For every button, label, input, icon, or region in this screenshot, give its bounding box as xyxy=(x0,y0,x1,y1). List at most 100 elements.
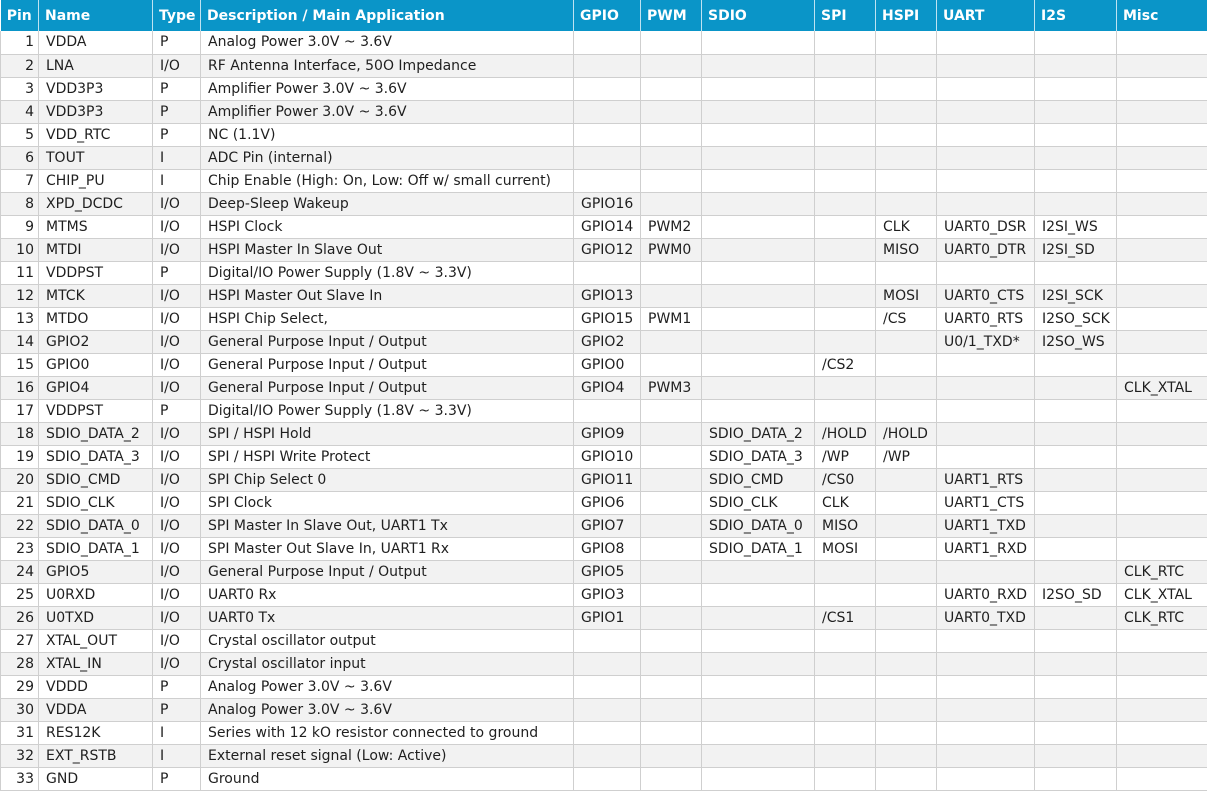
cell-type: I/O xyxy=(153,491,201,514)
cell-type: I/O xyxy=(153,445,201,468)
cell-description: SPI Chip Select 0 xyxy=(201,468,574,491)
header-name: Name xyxy=(39,0,153,31)
cell-name: SDIO_DATA_3 xyxy=(39,445,153,468)
cell-misc xyxy=(1117,77,1207,100)
cell-description: Deep-Sleep Wakeup xyxy=(201,192,574,215)
cell-misc xyxy=(1117,284,1207,307)
cell-sdio xyxy=(702,330,815,353)
cell-gpio xyxy=(574,698,641,721)
cell-name: VDDD xyxy=(39,675,153,698)
cell-pin: 26 xyxy=(1,606,39,629)
cell-uart: UART0_TXD xyxy=(937,606,1035,629)
cell-sdio xyxy=(702,238,815,261)
cell-type: I/O xyxy=(153,652,201,675)
cell-sdio xyxy=(702,123,815,146)
cell-type: I xyxy=(153,721,201,744)
cell-description: External reset signal (Low: Active) xyxy=(201,744,574,767)
cell-name: EXT_RSTB xyxy=(39,744,153,767)
header-description: Description / Main Application xyxy=(201,0,574,31)
cell-pin: 21 xyxy=(1,491,39,514)
cell-pwm xyxy=(641,675,702,698)
cell-description: HSPI Master In Slave Out xyxy=(201,238,574,261)
cell-pwm xyxy=(641,54,702,77)
cell-spi xyxy=(815,77,876,100)
cell-gpio: GPIO1 xyxy=(574,606,641,629)
cell-sdio: SDIO_DATA_1 xyxy=(702,537,815,560)
cell-spi xyxy=(815,330,876,353)
cell-misc xyxy=(1117,31,1207,54)
cell-sdio xyxy=(702,77,815,100)
cell-hspi: MISO xyxy=(876,238,937,261)
cell-name: CHIP_PU xyxy=(39,169,153,192)
cell-uart xyxy=(937,77,1035,100)
cell-uart xyxy=(937,445,1035,468)
cell-gpio xyxy=(574,767,641,790)
header-misc: Misc xyxy=(1117,0,1207,31)
cell-sdio xyxy=(702,100,815,123)
cell-name: VDDPST xyxy=(39,399,153,422)
cell-description: Digital/IO Power Supply (1.8V ~ 3.3V) xyxy=(201,261,574,284)
cell-description: SPI Master Out Slave In, UART1 Rx xyxy=(201,537,574,560)
cell-spi xyxy=(815,675,876,698)
cell-description: Amplifier Power 3.0V ~ 3.6V xyxy=(201,100,574,123)
cell-misc xyxy=(1117,123,1207,146)
cell-i2s xyxy=(1035,698,1117,721)
cell-uart xyxy=(937,261,1035,284)
cell-hspi: CLK xyxy=(876,215,937,238)
cell-uart xyxy=(937,629,1035,652)
cell-misc xyxy=(1117,100,1207,123)
cell-spi xyxy=(815,192,876,215)
cell-name: LNA xyxy=(39,54,153,77)
cell-misc xyxy=(1117,491,1207,514)
cell-pwm xyxy=(641,353,702,376)
cell-pwm xyxy=(641,468,702,491)
cell-misc xyxy=(1117,307,1207,330)
cell-description: General Purpose Input / Output xyxy=(201,560,574,583)
cell-pwm xyxy=(641,330,702,353)
cell-name: GPIO5 xyxy=(39,560,153,583)
cell-hspi xyxy=(876,583,937,606)
cell-sdio xyxy=(702,652,815,675)
cell-spi xyxy=(815,169,876,192)
cell-pin: 19 xyxy=(1,445,39,468)
cell-sdio xyxy=(702,629,815,652)
header-type: Type xyxy=(153,0,201,31)
cell-gpio: GPIO5 xyxy=(574,560,641,583)
cell-misc xyxy=(1117,399,1207,422)
cell-hspi xyxy=(876,399,937,422)
cell-description: General Purpose Input / Output xyxy=(201,330,574,353)
cell-description: Crystal oscillator output xyxy=(201,629,574,652)
cell-gpio: GPIO16 xyxy=(574,192,641,215)
cell-pwm xyxy=(641,698,702,721)
cell-description: General Purpose Input / Output xyxy=(201,353,574,376)
cell-i2s xyxy=(1035,445,1117,468)
cell-type: I xyxy=(153,744,201,767)
cell-i2s xyxy=(1035,146,1117,169)
cell-uart xyxy=(937,100,1035,123)
cell-spi: /HOLD xyxy=(815,422,876,445)
cell-name: VDD_RTC xyxy=(39,123,153,146)
cell-i2s xyxy=(1035,606,1117,629)
cell-sdio: SDIO_CLK xyxy=(702,491,815,514)
cell-hspi xyxy=(876,767,937,790)
cell-spi xyxy=(815,123,876,146)
cell-uart: UART1_TXD xyxy=(937,514,1035,537)
header-sdio: SDIO xyxy=(702,0,815,31)
cell-spi: /CS1 xyxy=(815,606,876,629)
cell-name: MTDI xyxy=(39,238,153,261)
cell-gpio xyxy=(574,54,641,77)
cell-spi: /WP xyxy=(815,445,876,468)
cell-hspi xyxy=(876,77,937,100)
cell-gpio: GPIO9 xyxy=(574,422,641,445)
cell-hspi: MOSI xyxy=(876,284,937,307)
cell-misc xyxy=(1117,698,1207,721)
cell-pwm xyxy=(641,100,702,123)
header-pwm: PWM xyxy=(641,0,702,31)
cell-name: SDIO_DATA_0 xyxy=(39,514,153,537)
